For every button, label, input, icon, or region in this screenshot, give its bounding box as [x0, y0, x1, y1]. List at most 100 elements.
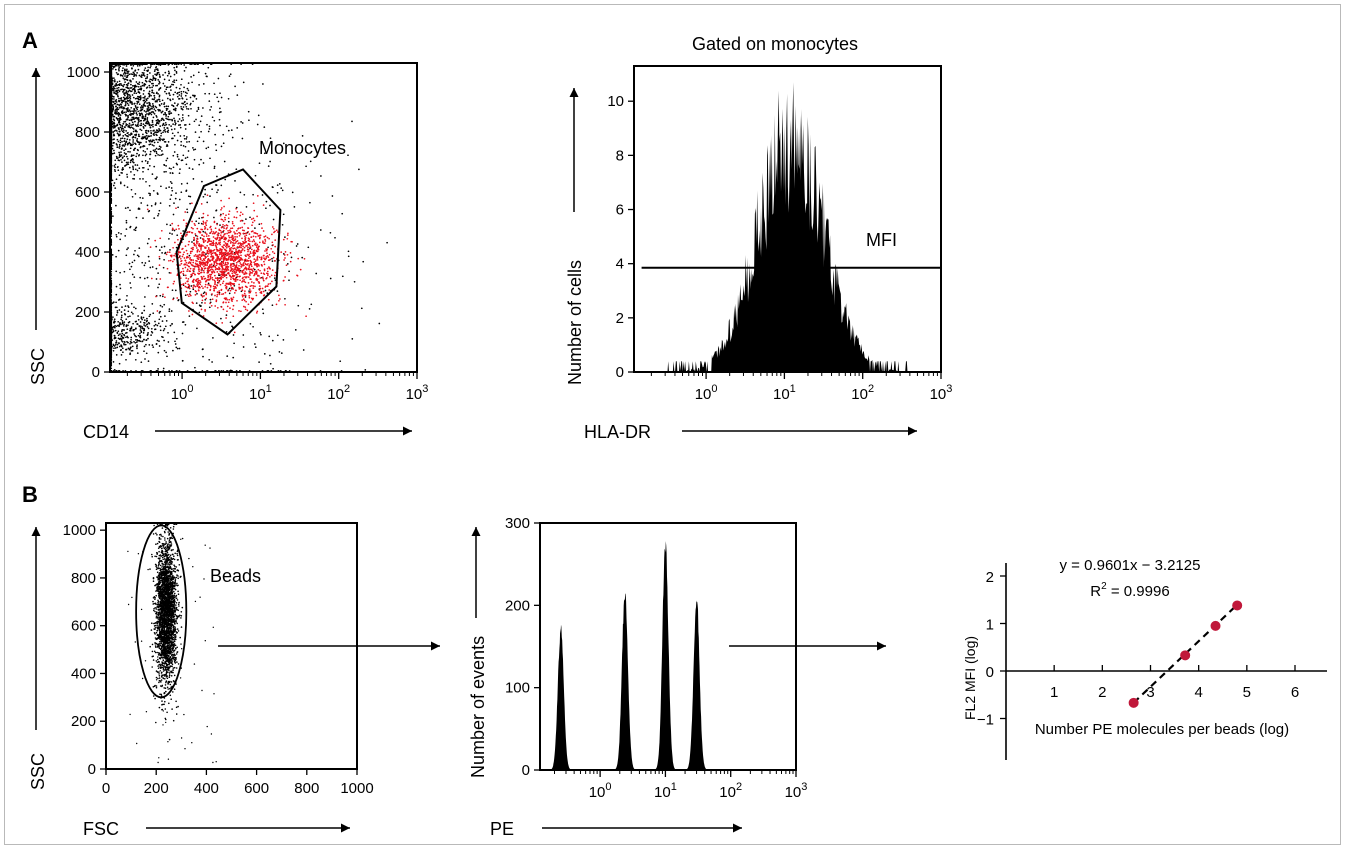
event-dot: [150, 129, 152, 132]
event-dot: [230, 236, 233, 239]
event-dot: [124, 100, 127, 103]
event-dot: [258, 241, 261, 244]
event-dot: [123, 121, 125, 123]
event-dot: [163, 78, 166, 81]
event-dot: [168, 92, 171, 95]
event-dot: [143, 322, 146, 324]
event-dot: [151, 121, 154, 123]
event-dot: [122, 67, 124, 69]
event-dot: [189, 96, 192, 99]
event-dot: [248, 290, 250, 292]
event-dot: [167, 105, 170, 108]
event-dot: [140, 122, 143, 125]
event-dot: [135, 92, 138, 95]
event-dot: [177, 238, 179, 241]
event-dot: [186, 92, 188, 95]
event-dot: [261, 308, 264, 311]
event-dot: [210, 106, 213, 108]
event-dot: [217, 234, 220, 237]
event-dot: [164, 296, 166, 299]
event-dot: [222, 220, 225, 223]
event-dot: [124, 207, 127, 209]
event-dot: [278, 183, 281, 185]
event-dot: [126, 79, 129, 81]
event-dot: [117, 320, 120, 323]
event-dot: [132, 166, 134, 169]
event-dot: [165, 159, 168, 162]
event-dot: [200, 247, 202, 250]
event-dot: [267, 259, 270, 262]
event-dot: [137, 123, 139, 126]
event-dot: [269, 204, 271, 207]
event-dot: [130, 73, 132, 75]
event-dot: [301, 135, 304, 137]
event-dot: [189, 202, 191, 205]
event-dot: [231, 222, 234, 225]
event-dot: [214, 227, 217, 230]
event-dot: [259, 287, 262, 290]
event-dot: [123, 140, 126, 142]
event-dot: [164, 325, 167, 328]
event-dot: [158, 209, 161, 212]
event-dot: [162, 74, 164, 76]
event-dot: [134, 193, 137, 195]
event-dot: [201, 234, 204, 237]
event-dot: [137, 88, 140, 91]
event-dot: [150, 330, 153, 333]
event-dot: [169, 75, 172, 78]
event-dot: [248, 295, 251, 297]
event-dot: [219, 224, 221, 226]
event-dot: [297, 304, 300, 307]
event-dot: [124, 165, 126, 167]
event-dot: [158, 94, 161, 97]
event-dot: [227, 129, 230, 132]
event-dot: [154, 202, 157, 204]
event-dot: [205, 147, 208, 150]
event-dot: [161, 153, 164, 156]
event-dot: [183, 70, 186, 72]
event-dot: [212, 270, 215, 272]
event-dot: [162, 122, 165, 125]
event-dot: [284, 276, 286, 278]
event-dot: [123, 88, 126, 91]
event-dot: [196, 242, 198, 245]
event-dot: [113, 168, 116, 171]
event-dot: [153, 141, 156, 144]
event-dot: [172, 349, 174, 352]
event-dot: [206, 123, 208, 126]
event-dot: [182, 253, 185, 256]
event-dot: [128, 119, 131, 122]
event-dot: [178, 124, 180, 126]
event-dot: [134, 227, 137, 230]
event-dot: [201, 216, 203, 219]
event-dot: [129, 282, 132, 284]
event-dot: [216, 279, 219, 282]
event-dot: [171, 132, 174, 135]
event-dot: [218, 280, 220, 283]
event-dot: [198, 84, 200, 86]
event-dot: [155, 138, 158, 141]
event-dot: [258, 289, 261, 291]
event-dot: [240, 121, 242, 123]
event-dot: [362, 260, 365, 263]
event-dot: [156, 73, 158, 76]
event-dot: [181, 97, 184, 99]
event-dot: [160, 111, 163, 114]
event-dot: [116, 146, 119, 149]
event-dot: [127, 324, 129, 327]
event-dot: [170, 187, 173, 189]
event-dot: [315, 272, 318, 275]
event-dot: [234, 233, 236, 235]
event-dot: [159, 237, 162, 240]
event-dot: [121, 69, 124, 72]
event-dot: [150, 107, 152, 110]
event-dot: [144, 154, 147, 157]
event-dot: [249, 285, 252, 287]
event-dot: [229, 289, 232, 292]
event-dot: [140, 129, 143, 132]
event-dot: [133, 340, 135, 343]
event-dot: [154, 177, 157, 180]
event-dot: [119, 271, 121, 274]
event-dot: [184, 100, 186, 103]
event-dot: [159, 100, 161, 103]
